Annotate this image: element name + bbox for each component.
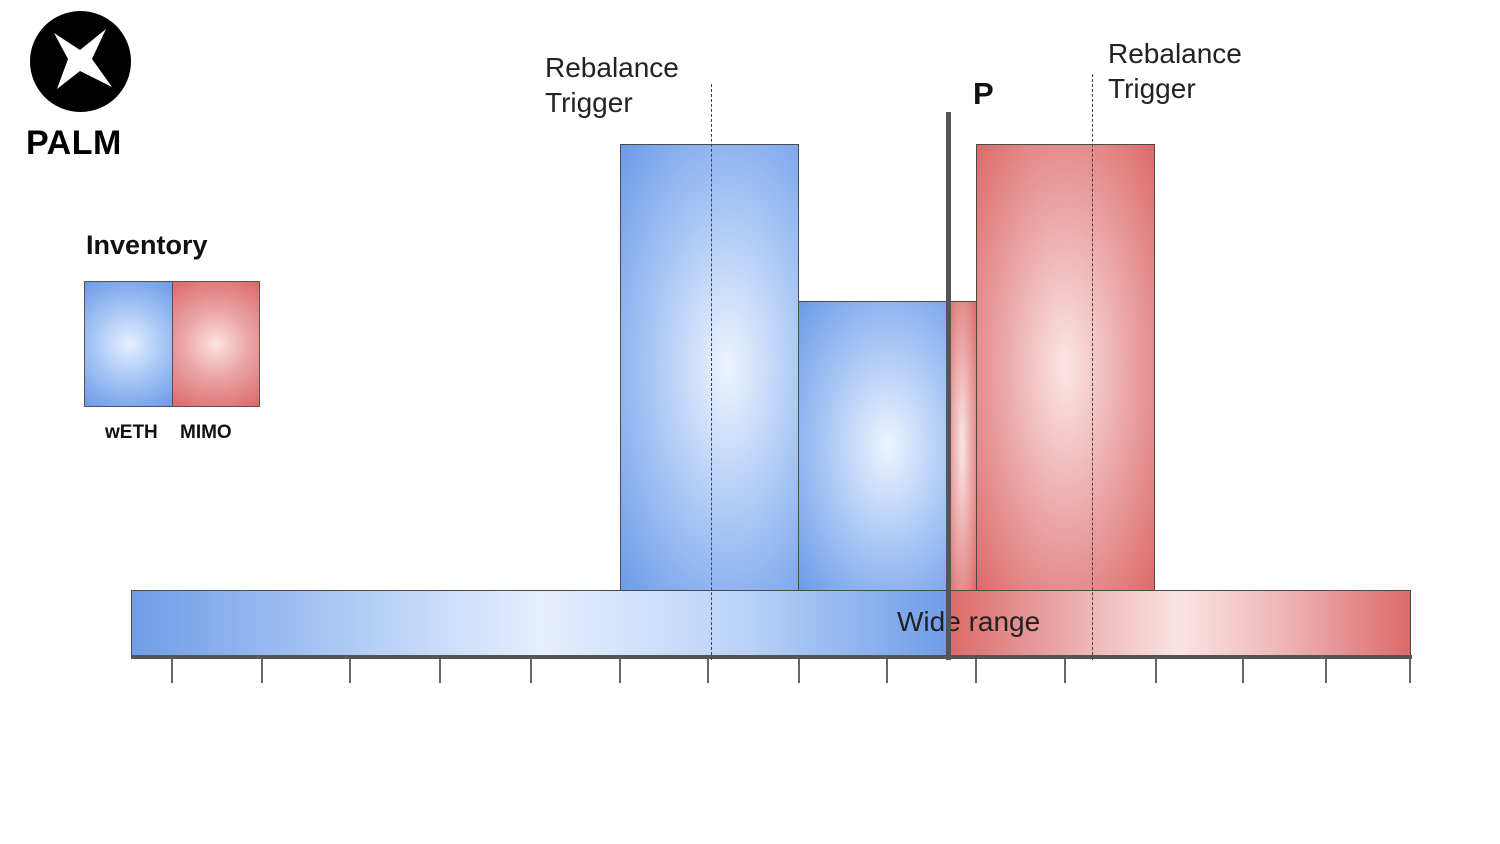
legend-label-mimo: MIMO xyxy=(180,422,232,443)
trigger-label-line1: Rebalance xyxy=(1108,38,1242,69)
rebalance-trigger-label-right: Rebalance Trigger xyxy=(1108,36,1242,106)
axis-tick xyxy=(975,659,977,683)
mimo-position-bar-tall xyxy=(976,144,1155,591)
axis-tick xyxy=(707,659,709,683)
current-price-line xyxy=(946,112,951,660)
trigger-label-line2: Trigger xyxy=(1108,73,1196,104)
axis-tick xyxy=(530,659,532,683)
axis-tick xyxy=(349,659,351,683)
weth-position-bar-short xyxy=(798,301,948,591)
axis-tick xyxy=(1155,659,1157,683)
palm-logo-icon xyxy=(30,11,131,112)
mimo-position-bar-short xyxy=(947,301,977,591)
trigger-label-line1: Rebalance xyxy=(545,52,679,83)
axis-tick xyxy=(439,659,441,683)
rebalance-trigger-line-left xyxy=(711,84,712,660)
legend-swatch-weth xyxy=(84,281,173,407)
price-axis xyxy=(131,655,1412,659)
axis-tick xyxy=(619,659,621,683)
logo-text: PALM xyxy=(26,124,122,162)
legend-label-weth: wETH xyxy=(105,422,158,443)
rebalance-trigger-line-right xyxy=(1092,74,1093,660)
axis-tick xyxy=(1242,659,1244,683)
weth-position-bar-tall xyxy=(620,144,799,591)
axis-tick xyxy=(1064,659,1066,683)
axis-tick xyxy=(886,659,888,683)
axis-tick xyxy=(798,659,800,683)
axis-tick xyxy=(171,659,173,683)
current-price-label: P xyxy=(973,76,994,111)
rebalance-trigger-label-left: Rebalance Trigger xyxy=(545,50,679,120)
legend-swatch-mimo xyxy=(172,281,260,407)
wide-range-bar xyxy=(131,590,1411,658)
trigger-label-line2: Trigger xyxy=(545,87,633,118)
wide-range-label: Wide range xyxy=(897,606,1041,637)
legend-title: Inventory xyxy=(86,230,208,260)
axis-tick xyxy=(261,659,263,683)
axis-tick xyxy=(1409,659,1411,683)
axis-tick xyxy=(1325,659,1327,683)
